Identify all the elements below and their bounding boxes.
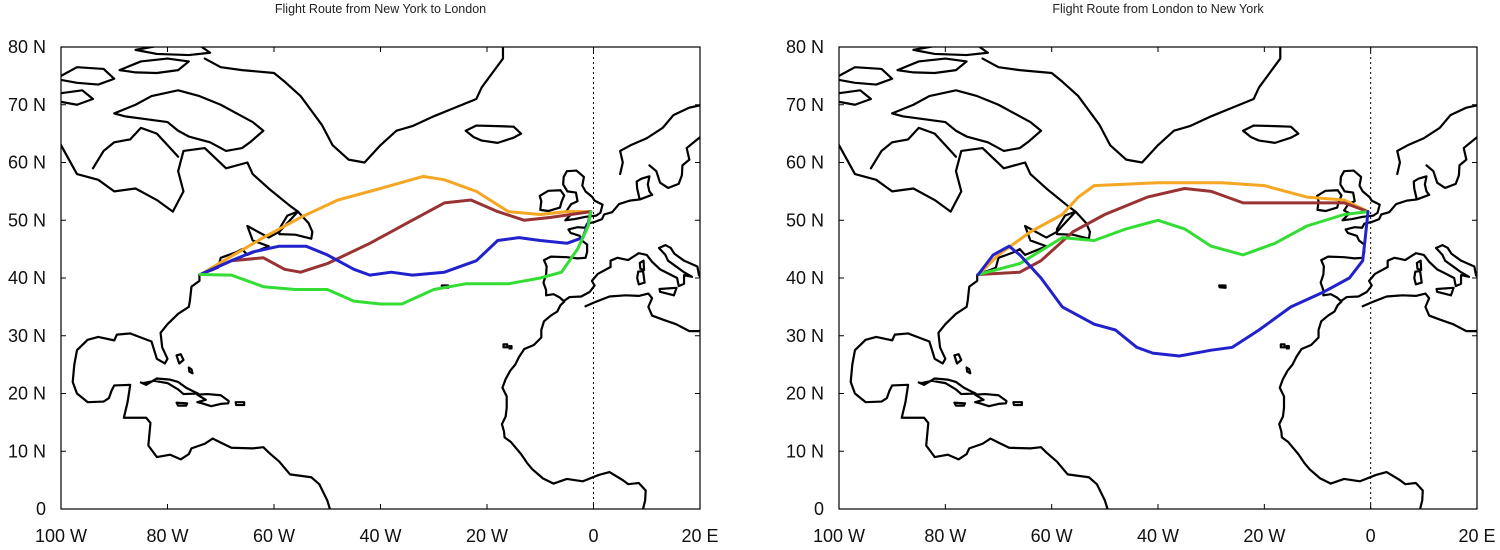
map-frame [60, 46, 701, 510]
y-tick-label: 20 N [8, 384, 46, 404]
y-axis-ticks: 0 10 N 20 N 30 N 40 N 50 N 60 N 70 N 80 N [786, 37, 1477, 519]
flight-route-line [199, 198, 593, 276]
x-tick-label: 40 W [1137, 526, 1179, 546]
y-tick-label: 70 N [786, 95, 824, 115]
x-tick-label: 100 W [35, 526, 87, 546]
flight-route-line [199, 174, 593, 276]
y-tick-label: 80 N [8, 37, 46, 57]
panel-title: Flight Route from New York to London [275, 2, 486, 16]
x-tick-label: 0 [588, 526, 598, 546]
x-tick-label: 100 W [813, 526, 865, 546]
y-tick-label: 80 N [786, 37, 824, 57]
y-tick-label: 10 N [786, 441, 824, 461]
flight-route-line [976, 187, 1370, 276]
coastline-layer [61, 35, 753, 514]
x-tick-label: 20 W [466, 526, 508, 546]
y-tick-label: 60 N [8, 153, 46, 173]
y-tick-label: 0 [814, 499, 824, 519]
x-axis-ticks: 100 W 80 W 60 W 40 W 20 W 0 20 E [813, 47, 1496, 546]
flight-route-line [199, 210, 593, 306]
panel-title: Flight Route from London to New York [1052, 2, 1264, 16]
routes-layer [199, 174, 593, 306]
coastline-layer [839, 35, 1500, 514]
x-tick-label: 20 E [1458, 526, 1495, 546]
x-tick-label: 80 W [146, 526, 188, 546]
y-axis-ticks: 0 10 N 20 N 30 N 40 N 50 N 60 N 70 N 80 N [8, 37, 700, 519]
map-frame [838, 46, 1478, 510]
map-panel-london-to-ny: Flight Route from London to New York [786, 2, 1500, 546]
y-tick-label: 30 N [786, 326, 824, 346]
y-tick-label: 50 N [786, 210, 824, 230]
y-tick-label: 40 N [786, 268, 824, 288]
x-tick-label: 20 E [681, 526, 718, 546]
map-area [839, 35, 1500, 514]
x-tick-label: 20 W [1243, 526, 1285, 546]
routes-layer [976, 181, 1370, 358]
x-tick-label: 60 W [253, 526, 295, 546]
map-area [61, 35, 753, 514]
y-tick-label: 30 N [8, 326, 46, 346]
x-tick-label: 80 W [924, 526, 966, 546]
y-tick-label: 50 N [8, 210, 46, 230]
flight-route-line [976, 181, 1370, 276]
map-panel-ny-to-london: Flight Route from New York to London [8, 2, 753, 546]
flight-route-line [976, 210, 1370, 358]
flight-route-line [976, 210, 1370, 276]
x-axis-ticks: 100 W 80 W 60 W 40 W 20 W 0 20 E [35, 47, 719, 546]
y-tick-label: 10 N [8, 441, 46, 461]
y-tick-label: 70 N [8, 95, 46, 115]
x-tick-label: 0 [1366, 526, 1376, 546]
x-tick-label: 60 W [1031, 526, 1073, 546]
y-tick-label: 0 [36, 499, 46, 519]
y-tick-label: 40 N [8, 268, 46, 288]
y-tick-label: 60 N [786, 153, 824, 173]
x-tick-label: 40 W [359, 526, 401, 546]
flight-route-line [199, 210, 593, 277]
y-tick-label: 20 N [786, 384, 824, 404]
